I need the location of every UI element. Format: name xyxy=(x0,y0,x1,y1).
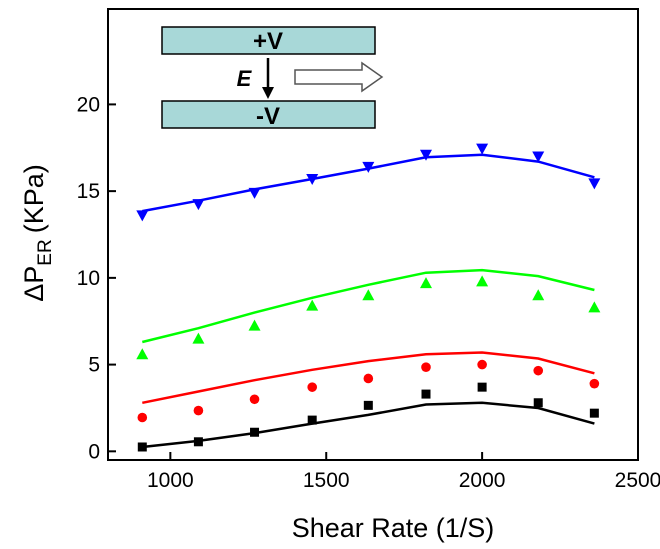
data-point-circle xyxy=(589,378,600,389)
data-point-triangle-down xyxy=(248,187,261,199)
data-point-triangle-down xyxy=(136,210,149,222)
y-tick-label: 20 xyxy=(77,93,100,116)
data-point-triangle-down xyxy=(362,161,375,173)
bottom-plate xyxy=(161,100,376,129)
x-tick-label: 1500 xyxy=(303,469,350,492)
data-point-triangle-down xyxy=(192,199,205,211)
field-label: E xyxy=(237,66,253,91)
data-point-triangle-up xyxy=(248,319,261,331)
bottom-plate-label: -V xyxy=(256,103,280,130)
data-point-circle xyxy=(249,394,260,405)
data-point-square xyxy=(193,437,203,447)
y-axis-title-unit: (KPa) xyxy=(19,164,49,233)
x-tick-label: 1000 xyxy=(147,469,194,492)
y-tick-label: 10 xyxy=(77,267,100,290)
series-square xyxy=(137,382,599,452)
series-layer xyxy=(136,143,601,452)
flow-direction-arrow-icon xyxy=(294,61,384,93)
data-point-square xyxy=(589,408,599,418)
series-line xyxy=(142,268,595,344)
data-point-triangle-up xyxy=(532,289,545,301)
y-tick-label: 0 xyxy=(88,440,100,463)
data-point-circle xyxy=(193,405,204,416)
tick-layer: 1000 1500 2000 2500 0 5 10 15 20 xyxy=(77,93,660,492)
data-point-square xyxy=(421,389,431,399)
inset-schematic: +V -V E xyxy=(161,26,384,130)
data-point-circle xyxy=(533,365,544,376)
top-plate-label: +V xyxy=(253,28,283,55)
data-point-circle xyxy=(363,373,374,384)
top-plate xyxy=(161,26,376,55)
y-axis-title: ΔPER (KPa) xyxy=(19,164,56,301)
data-point-square xyxy=(363,400,373,410)
x-tick-label: 2500 xyxy=(615,469,660,492)
data-point-circle xyxy=(137,412,148,423)
data-point-square xyxy=(250,427,260,437)
data-point-triangle-down xyxy=(420,149,432,161)
data-point-circle xyxy=(477,359,487,370)
data-point-triangle-down xyxy=(306,173,319,185)
data-point-square xyxy=(533,398,543,408)
data-point-square xyxy=(307,415,317,425)
data-point-triangle-down xyxy=(588,178,601,190)
series-triangle-up xyxy=(136,268,601,360)
data-point-triangle-up xyxy=(420,277,432,289)
svg-text:ΔPER(KPa): ΔPER (KPa) xyxy=(19,164,56,301)
field-arrow-head-icon xyxy=(262,87,274,99)
data-point-square xyxy=(137,442,147,452)
data-point-square xyxy=(477,382,487,392)
plot-frame xyxy=(107,8,639,461)
y-tick-label: 15 xyxy=(77,180,100,203)
data-point-triangle-up xyxy=(136,348,149,360)
series-triangle-down xyxy=(136,143,601,222)
y-axis-title-main: ΔP xyxy=(19,266,49,302)
y-axis-title-sub: ER xyxy=(35,239,56,265)
series-line xyxy=(142,351,595,405)
x-tick-label: 2000 xyxy=(459,469,506,492)
data-point-triangle-down xyxy=(476,143,489,155)
data-point-circle xyxy=(307,382,318,392)
data-point-triangle-up xyxy=(192,332,205,344)
data-point-triangle-down xyxy=(532,151,545,163)
series-circle xyxy=(137,351,600,423)
data-point-triangle-up xyxy=(306,299,319,311)
data-point-triangle-up xyxy=(588,301,601,313)
y-tick-label: 5 xyxy=(88,354,100,377)
data-point-circle xyxy=(421,362,431,372)
data-point-triangle-up xyxy=(476,275,489,287)
series-line xyxy=(142,401,595,449)
data-point-triangle-up xyxy=(362,289,375,301)
x-axis-title: Shear Rate (1/S) xyxy=(292,513,495,543)
